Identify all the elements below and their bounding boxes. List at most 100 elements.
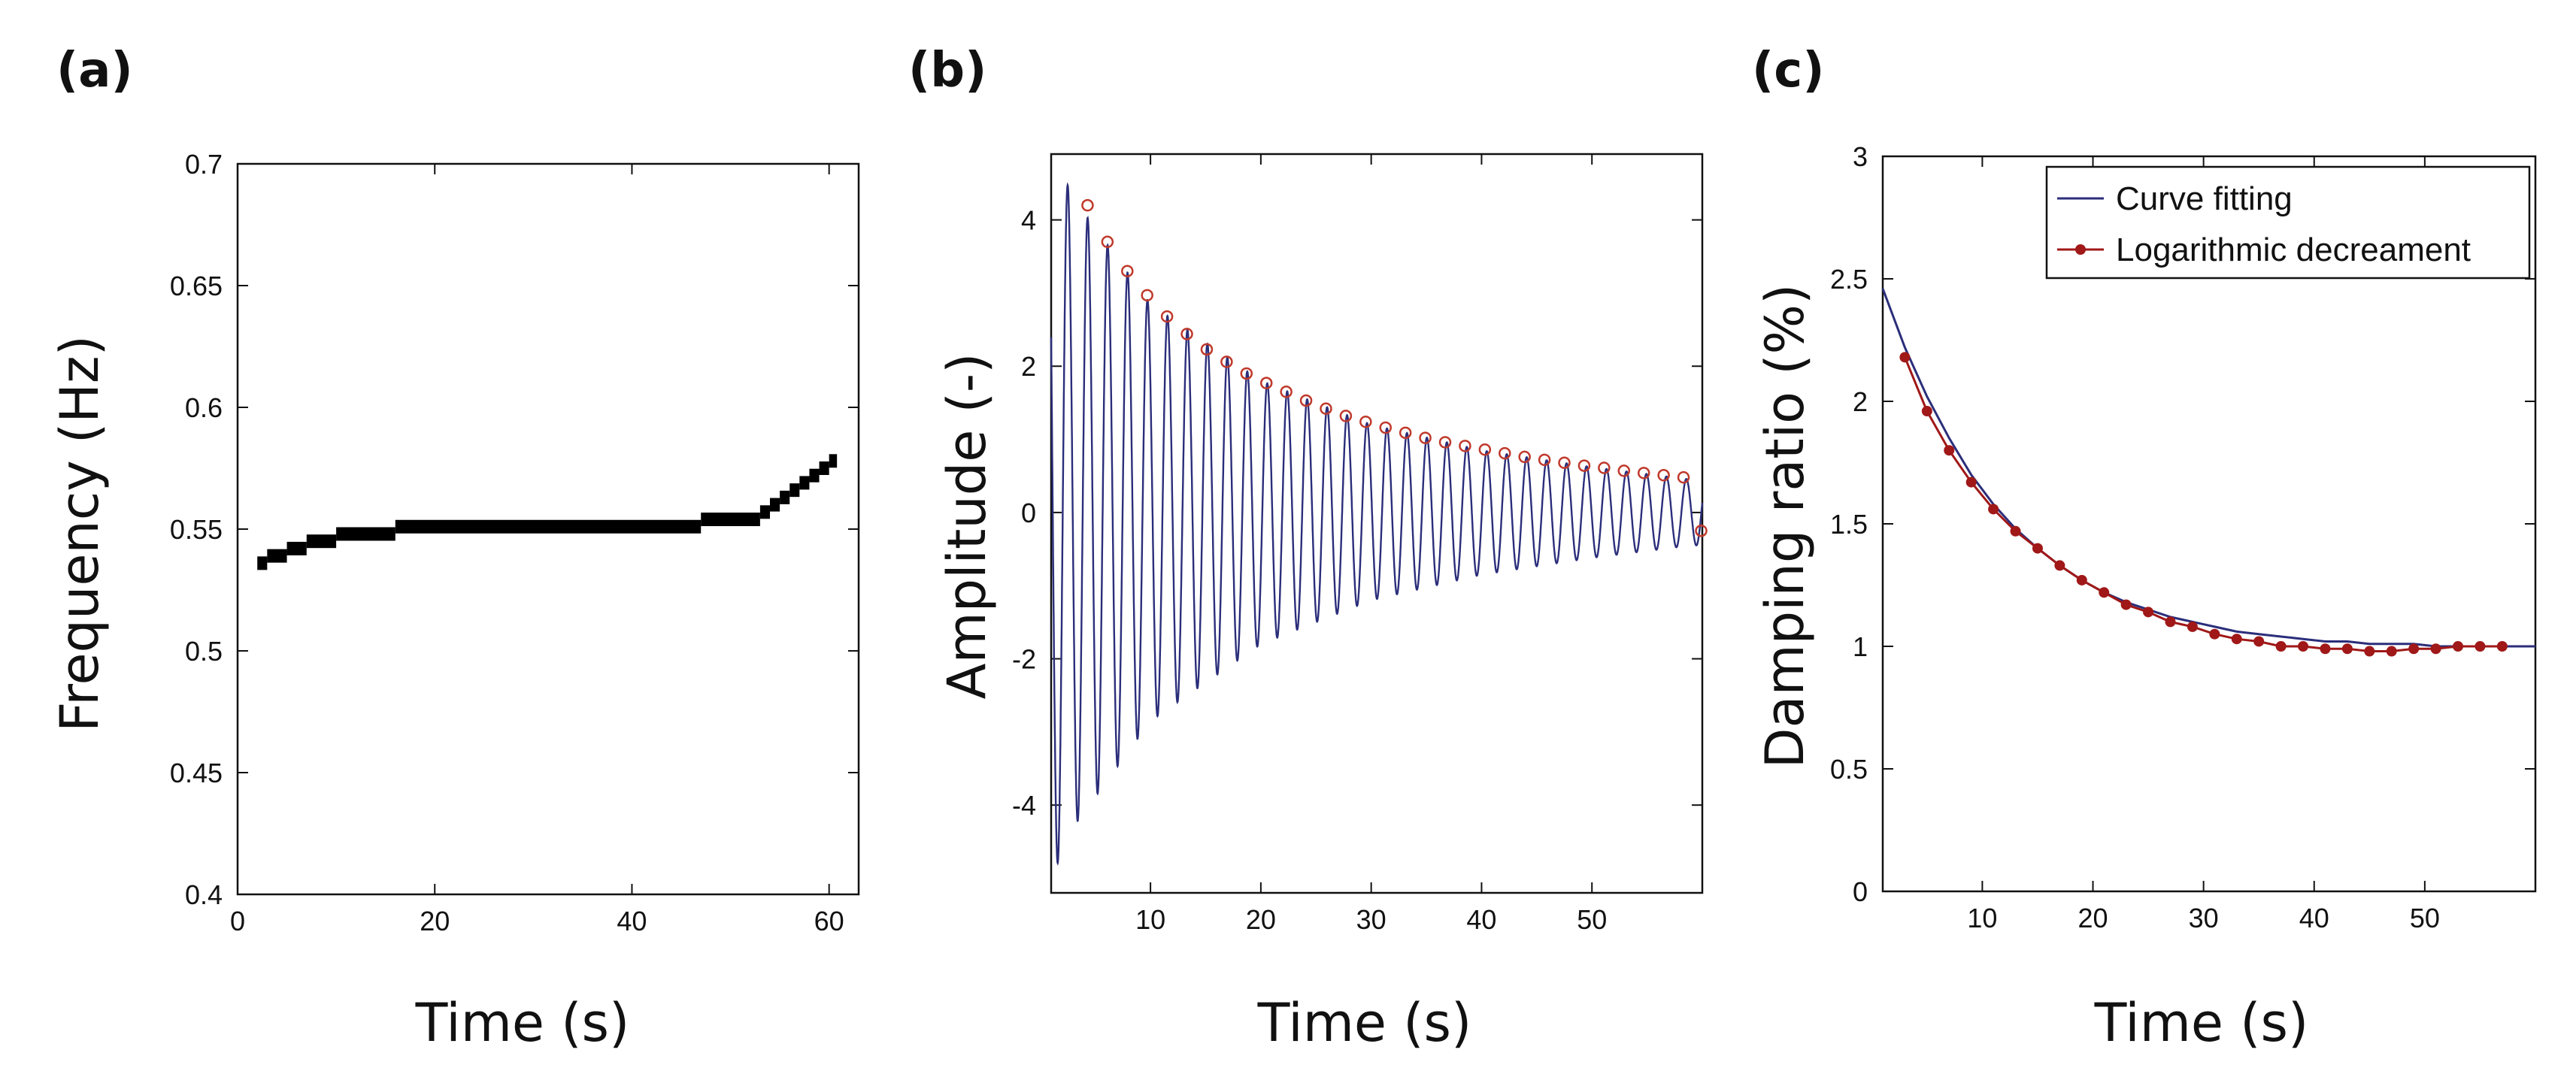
panel-b-peak-marker: [1339, 410, 1353, 422]
panel-a-frequency-step: [257, 556, 268, 570]
panel-b-ytick-label: -4: [1012, 790, 1036, 821]
panel-b-peak-marker: [1220, 355, 1233, 368]
panel-c-curve-fitting-line: [1881, 288, 2535, 648]
panel-b-peak-marker: [1518, 450, 1531, 464]
panel-b-ytick-label: -2: [1012, 644, 1036, 675]
panel-a-xlabel: Time (s): [415, 992, 630, 1054]
panel-b-peak-marker: [1617, 464, 1631, 477]
panel-c-xtick-label: 50: [2410, 903, 2440, 933]
panel-b-peak-marker: [1598, 461, 1611, 474]
panel-c-log-decrement-point: [1921, 406, 1932, 417]
panel-c-log-decrement-point: [2275, 641, 2287, 652]
panel-b-peak-marker: [1299, 394, 1313, 407]
panel-b-axes-frame: [1050, 153, 1704, 894]
panel-b-peak-marker: [1657, 469, 1670, 482]
panel-c-log-decrement-point: [2453, 641, 2464, 652]
panel-b-peak-marker: [1200, 343, 1214, 356]
panel-a-frequency-step: [336, 527, 395, 541]
panel-c-xtick-label: 30: [2189, 903, 2219, 933]
panel-b-peak-marker: [1577, 459, 1591, 472]
panel-c-log-decrement-point: [2120, 599, 2132, 610]
panel-b-peak-marker: [1081, 198, 1094, 212]
panel-b-peak-marker: [1499, 446, 1511, 460]
panel-b-ytick-label: 4: [1021, 205, 1036, 236]
panel-label-c: (c): [1752, 43, 1824, 98]
panel-c-log-decrement-point: [2231, 634, 2242, 645]
panel-b-xtick-label: 10: [1135, 904, 1165, 935]
panel-b-xtick-label: 30: [1356, 904, 1386, 935]
panel-c-log-decrement-point: [2054, 560, 2065, 571]
panel-c-log-decrement-point: [1944, 445, 1955, 456]
panel-c-log-decrement-point: [2099, 587, 2110, 598]
panel-c-log-decrement-point: [2032, 543, 2043, 554]
panel-b-peak-marker: [1695, 524, 1708, 537]
panel-b-peak-marker: [1637, 467, 1650, 479]
panel-a-ytick-label: 0.4: [185, 879, 223, 910]
panel-a-frequency-step: [759, 505, 770, 519]
panel-c-legend: [2045, 165, 2531, 280]
panel-b-peak-marker: [1438, 436, 1452, 449]
panel-a-ytick-label: 0.55: [170, 514, 223, 545]
panel-a-xtick-label: 40: [617, 906, 647, 936]
panel-b-peak-marker: [1459, 440, 1471, 452]
panel-b-peak-marker: [1259, 377, 1273, 389]
panel-b-peak-marker: [1280, 386, 1293, 398]
panel-c-log-decrement-point: [2364, 646, 2375, 657]
panel-c-ytick-label: 0.5: [1830, 754, 1868, 785]
panel-c-log-decrement-point: [2430, 643, 2441, 655]
panel-b-ytick-label: 2: [1021, 351, 1036, 382]
panel-b-ylabel: Amplitude (-): [936, 353, 998, 700]
panel-c-log-decrement-point: [2143, 607, 2154, 618]
panel-c-legend-label-log-decrement: Logarithmic decreament: [2116, 231, 2471, 268]
panel-c-xlabel: Time (s): [2094, 992, 2309, 1054]
panel-a-xtick-label: 20: [420, 906, 450, 936]
panel-b-peak-marker: [1478, 443, 1492, 456]
panel-c-legend-label-curve-fitting: Curve fitting: [2116, 180, 2293, 217]
panel-b-peak-marker: [1320, 402, 1332, 415]
panel-a-frequency-step: [829, 454, 838, 468]
panel-a-frequency-step: [780, 490, 790, 504]
panel-c-log-decrement-point: [1988, 504, 1999, 515]
panel-c-ytick-label: 0: [1853, 876, 1868, 907]
panel-c-log-decrement-point: [2320, 643, 2331, 655]
panel-a-frequency-step: [799, 476, 810, 490]
panel-a-frequency-step: [770, 498, 780, 512]
panel-a-frequency-step: [395, 519, 702, 534]
panel-c-log-decrement-point: [2253, 636, 2265, 647]
panel-c-log-decrement-point: [2386, 646, 2397, 657]
panel-a-xtick-label: 0: [230, 906, 245, 936]
panel-b-xtick-label: 40: [1466, 904, 1496, 935]
panel-a-ytick-label: 0.45: [170, 758, 223, 788]
panel-a-frequency-step: [286, 541, 307, 555]
panel-a-frequency-step: [267, 549, 287, 563]
panel-c-log-decrement-point: [2010, 525, 2021, 537]
panel-c-log-decrement-point: [2165, 616, 2176, 628]
panel-b-ytick-label: 0: [1021, 498, 1036, 528]
panel-b-xlabel: Time (s): [1257, 992, 1472, 1054]
panel-b-peak-marker: [1240, 367, 1253, 380]
panel-a-frequency-step: [809, 468, 820, 483]
panel-c-ytick-label: 2: [1853, 386, 1868, 417]
panel-a-frequency-step: [819, 461, 829, 475]
panel-b-peak-marker: [1121, 265, 1134, 277]
panel-b-peak-marker: [1538, 453, 1551, 467]
panel-c-log-decrement-point: [1899, 352, 1911, 363]
panel-a-ylabel: Frequency (Hz): [49, 335, 111, 732]
panel-c-legend-marker-log-decrement: [2075, 244, 2086, 255]
panel-c-log-decrement-point: [2341, 643, 2353, 655]
panel-b-peak-marker: [1399, 426, 1412, 440]
panel-c-ytick-label: 3: [1853, 141, 1868, 172]
panel-b-peak-marker: [1101, 235, 1114, 249]
panel-c-log-decrement-point: [1965, 476, 1977, 488]
panel-b-peak-marker: [1359, 415, 1372, 428]
panel-label-b: (b): [908, 43, 986, 98]
panel-b-peak-marker: [1677, 470, 1690, 484]
panel-b-peak-marker: [1379, 421, 1392, 434]
panel-c-xtick-label: 10: [1967, 903, 1997, 933]
panel-c-ytick-label: 1.5: [1830, 509, 1868, 540]
panel-b-plot: 10 20 30 40 50 -4 -2 0 2 4: [1012, 153, 1708, 935]
panel-b-xtick-label: 20: [1246, 904, 1276, 935]
panel-b-peak-marker: [1141, 289, 1153, 302]
panel-a-frequency-step: [701, 513, 760, 527]
